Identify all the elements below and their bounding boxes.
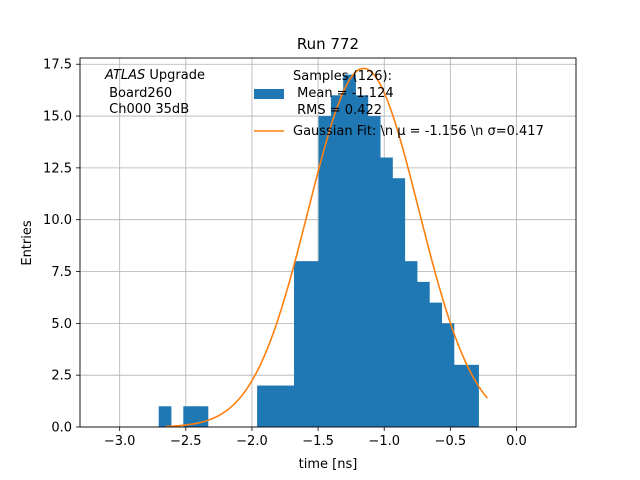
atlas-annotation: ATLAS Upgrade Board260 Ch000 35dB xyxy=(104,68,205,117)
histogram-bar xyxy=(441,323,455,427)
atlas-italic: ATLAS xyxy=(104,68,145,83)
x-tick-label: 0.0 xyxy=(506,434,527,449)
histogram-bar xyxy=(294,261,307,427)
histogram-bar xyxy=(355,95,369,427)
y-tick-label: 15.0 xyxy=(43,110,72,125)
chart-title: Run 772 xyxy=(297,35,359,53)
x-tick-label: −2.0 xyxy=(236,434,268,449)
histogram-bar xyxy=(158,406,172,427)
x-tick-label: −2.5 xyxy=(170,434,202,449)
histogram-bar xyxy=(380,157,393,427)
legend-histogram-line-1: Samples (126): xyxy=(293,69,392,84)
y-tick-label: 0.0 xyxy=(51,421,72,436)
legend-fit-label: Gaussian Fit: \n μ = -1.156 \n σ=0.417 xyxy=(293,124,544,139)
histogram-bar xyxy=(269,385,283,427)
x-tick-label: −0.5 xyxy=(435,434,467,449)
histogram-bar xyxy=(306,261,320,427)
y-tick-label: 7.5 xyxy=(51,265,72,280)
annotation-line-2: Board260 xyxy=(105,86,172,101)
legend: Samples (126): Mean = -1.124 RMS = 0.422… xyxy=(254,69,544,139)
histogram-bar xyxy=(466,364,479,427)
x-axis-ticks: −3.0 −2.5 −2.0 −1.5 −1.0 −0.5 0.0 xyxy=(104,427,527,449)
histogram-bar xyxy=(318,116,332,427)
y-axis-label: Entries xyxy=(20,220,35,266)
legend-histogram-line-3: RMS = 0.422 xyxy=(293,103,382,118)
y-axis-ticks: 0.0 2.5 5.0 7.5 10.0 12.5 15.0 17.5 xyxy=(43,58,80,436)
annotation-line-1: ATLAS Upgrade xyxy=(104,68,205,83)
annotation-line-3: Ch000 35dB xyxy=(105,102,189,117)
gaussian-fit-curve xyxy=(165,67,488,428)
histogram-bar xyxy=(417,281,430,427)
y-tick-label: 12.5 xyxy=(43,161,72,176)
y-tick-label: 2.5 xyxy=(51,369,72,384)
x-axis-label: time [ns] xyxy=(299,457,358,472)
histogram-bar xyxy=(257,385,270,427)
histogram-bar xyxy=(343,74,356,428)
plot-frame xyxy=(79,57,577,428)
histogram-bar xyxy=(392,178,406,427)
histogram-bar xyxy=(453,364,467,427)
x-tick-label: −1.0 xyxy=(368,434,400,449)
histogram-bar xyxy=(404,261,418,427)
histogram-bar xyxy=(429,302,443,427)
x-tick-label: −1.5 xyxy=(302,434,334,449)
annotation-upgrade: Upgrade xyxy=(145,68,205,83)
y-tick-label: 17.5 xyxy=(43,58,72,73)
histogram-bar xyxy=(183,406,197,427)
histogram-bar xyxy=(281,385,295,427)
histogram-bar xyxy=(330,95,344,427)
legend-histogram-swatch xyxy=(254,89,284,99)
histogram-bar xyxy=(367,116,381,427)
y-tick-label: 10.0 xyxy=(43,213,72,228)
legend-histogram-line-2: Mean = -1.124 xyxy=(293,86,394,101)
x-tick-label: −3.0 xyxy=(104,434,136,449)
y-tick-label: 5.0 xyxy=(51,317,72,332)
